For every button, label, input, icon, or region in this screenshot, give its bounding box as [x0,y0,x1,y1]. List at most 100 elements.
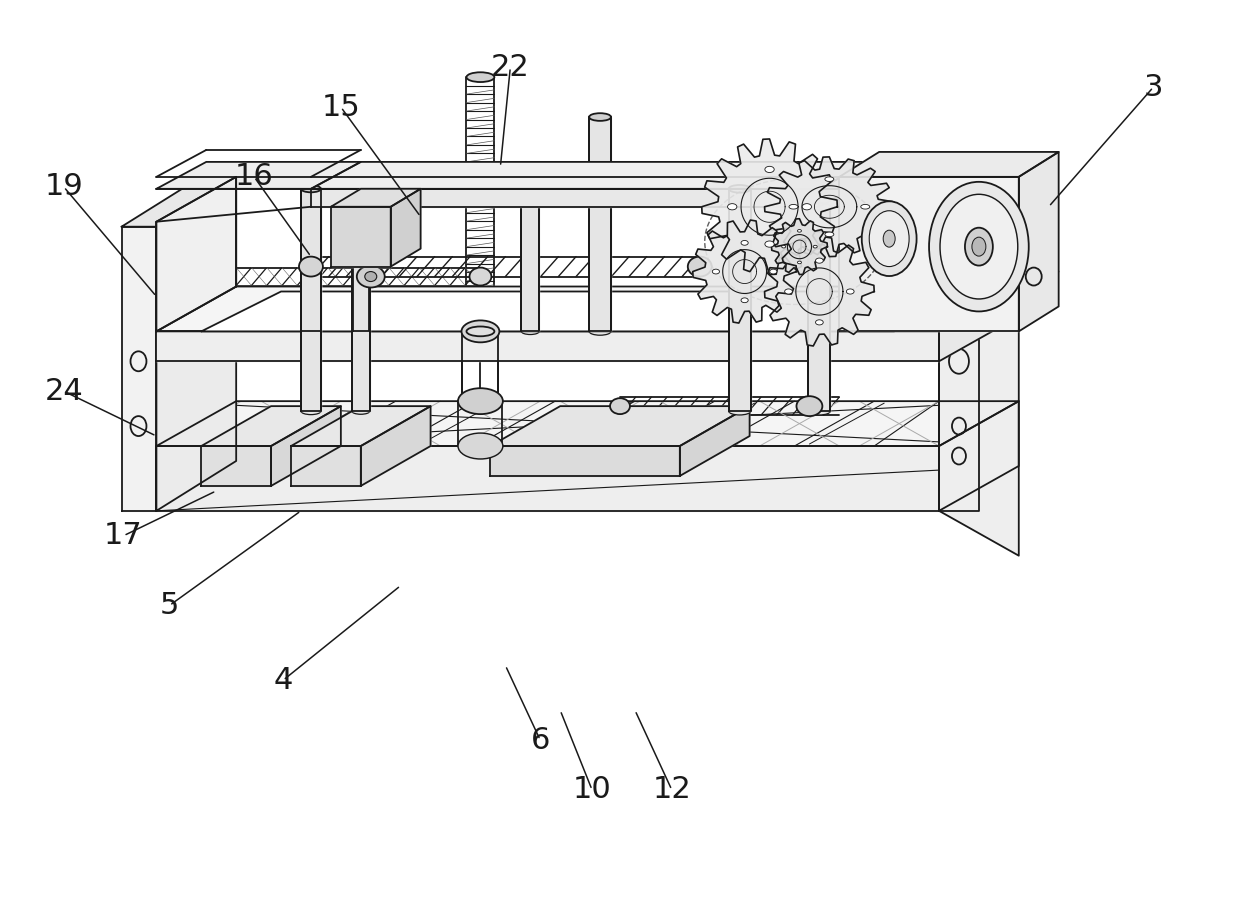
Polygon shape [272,406,341,486]
Ellipse shape [353,224,368,229]
Ellipse shape [802,204,811,210]
Ellipse shape [301,408,321,415]
Polygon shape [680,406,750,476]
Polygon shape [156,162,361,188]
Ellipse shape [972,237,986,256]
Ellipse shape [789,205,799,209]
Ellipse shape [299,256,322,276]
Ellipse shape [797,229,801,232]
Polygon shape [156,401,1019,446]
Ellipse shape [765,241,774,247]
Polygon shape [939,226,978,511]
Text: 4: 4 [273,666,293,695]
Ellipse shape [825,232,833,236]
Ellipse shape [742,240,748,246]
Polygon shape [201,292,973,332]
Polygon shape [201,406,341,446]
Text: 22: 22 [491,53,529,82]
Polygon shape [521,187,539,332]
Ellipse shape [357,265,384,287]
Text: 19: 19 [45,172,83,201]
Text: 16: 16 [234,162,274,191]
Text: 15: 15 [321,92,361,121]
Polygon shape [939,177,1019,332]
Ellipse shape [712,269,719,274]
Ellipse shape [813,246,817,248]
Polygon shape [765,237,874,346]
Ellipse shape [729,185,750,193]
Ellipse shape [458,433,503,459]
Polygon shape [771,218,827,275]
Polygon shape [291,446,361,486]
Ellipse shape [816,320,823,325]
Ellipse shape [808,203,831,210]
Text: 3: 3 [1143,72,1163,101]
Ellipse shape [589,328,611,335]
Ellipse shape [940,194,1018,299]
Polygon shape [156,177,236,511]
Polygon shape [693,220,796,323]
Ellipse shape [352,408,370,414]
Polygon shape [729,188,750,411]
Polygon shape [352,246,370,411]
Ellipse shape [589,113,611,120]
Polygon shape [939,401,1019,511]
Polygon shape [839,152,1059,177]
Polygon shape [391,188,420,266]
Ellipse shape [466,326,495,336]
Ellipse shape [521,184,539,190]
Polygon shape [122,226,156,511]
Polygon shape [311,162,869,188]
Text: 6: 6 [531,726,549,755]
Polygon shape [820,162,869,207]
Polygon shape [201,446,272,486]
Ellipse shape [301,328,321,335]
Polygon shape [589,117,611,332]
Ellipse shape [869,211,909,266]
Ellipse shape [521,328,539,334]
Polygon shape [156,446,939,511]
Text: 5: 5 [160,591,179,620]
Ellipse shape [862,201,916,276]
Ellipse shape [847,289,854,294]
Ellipse shape [816,258,823,264]
Polygon shape [122,177,236,226]
Ellipse shape [458,388,503,414]
Ellipse shape [785,289,792,294]
Polygon shape [765,157,894,256]
Ellipse shape [796,396,822,416]
Ellipse shape [688,256,712,276]
Ellipse shape [301,183,321,190]
Polygon shape [353,226,368,332]
Ellipse shape [965,227,993,265]
Ellipse shape [825,177,833,181]
Text: 17: 17 [104,521,143,550]
Polygon shape [331,207,391,266]
Ellipse shape [461,321,500,342]
Polygon shape [301,188,321,411]
Ellipse shape [808,408,831,415]
Text: 12: 12 [652,776,691,805]
Ellipse shape [728,204,737,210]
Polygon shape [702,139,837,275]
Ellipse shape [929,182,1029,312]
Ellipse shape [765,167,774,172]
Ellipse shape [742,298,748,303]
Polygon shape [939,286,1019,361]
Ellipse shape [770,269,777,274]
Polygon shape [490,446,680,476]
Ellipse shape [470,267,491,285]
Polygon shape [156,286,1019,332]
Polygon shape [331,188,420,207]
Polygon shape [839,177,1019,332]
Polygon shape [156,177,236,332]
Ellipse shape [797,261,801,264]
Ellipse shape [461,390,500,412]
Polygon shape [361,406,430,486]
Ellipse shape [883,230,895,247]
Polygon shape [939,226,1059,272]
Ellipse shape [610,398,630,414]
Ellipse shape [365,272,377,282]
Ellipse shape [861,205,869,209]
Ellipse shape [353,329,368,334]
